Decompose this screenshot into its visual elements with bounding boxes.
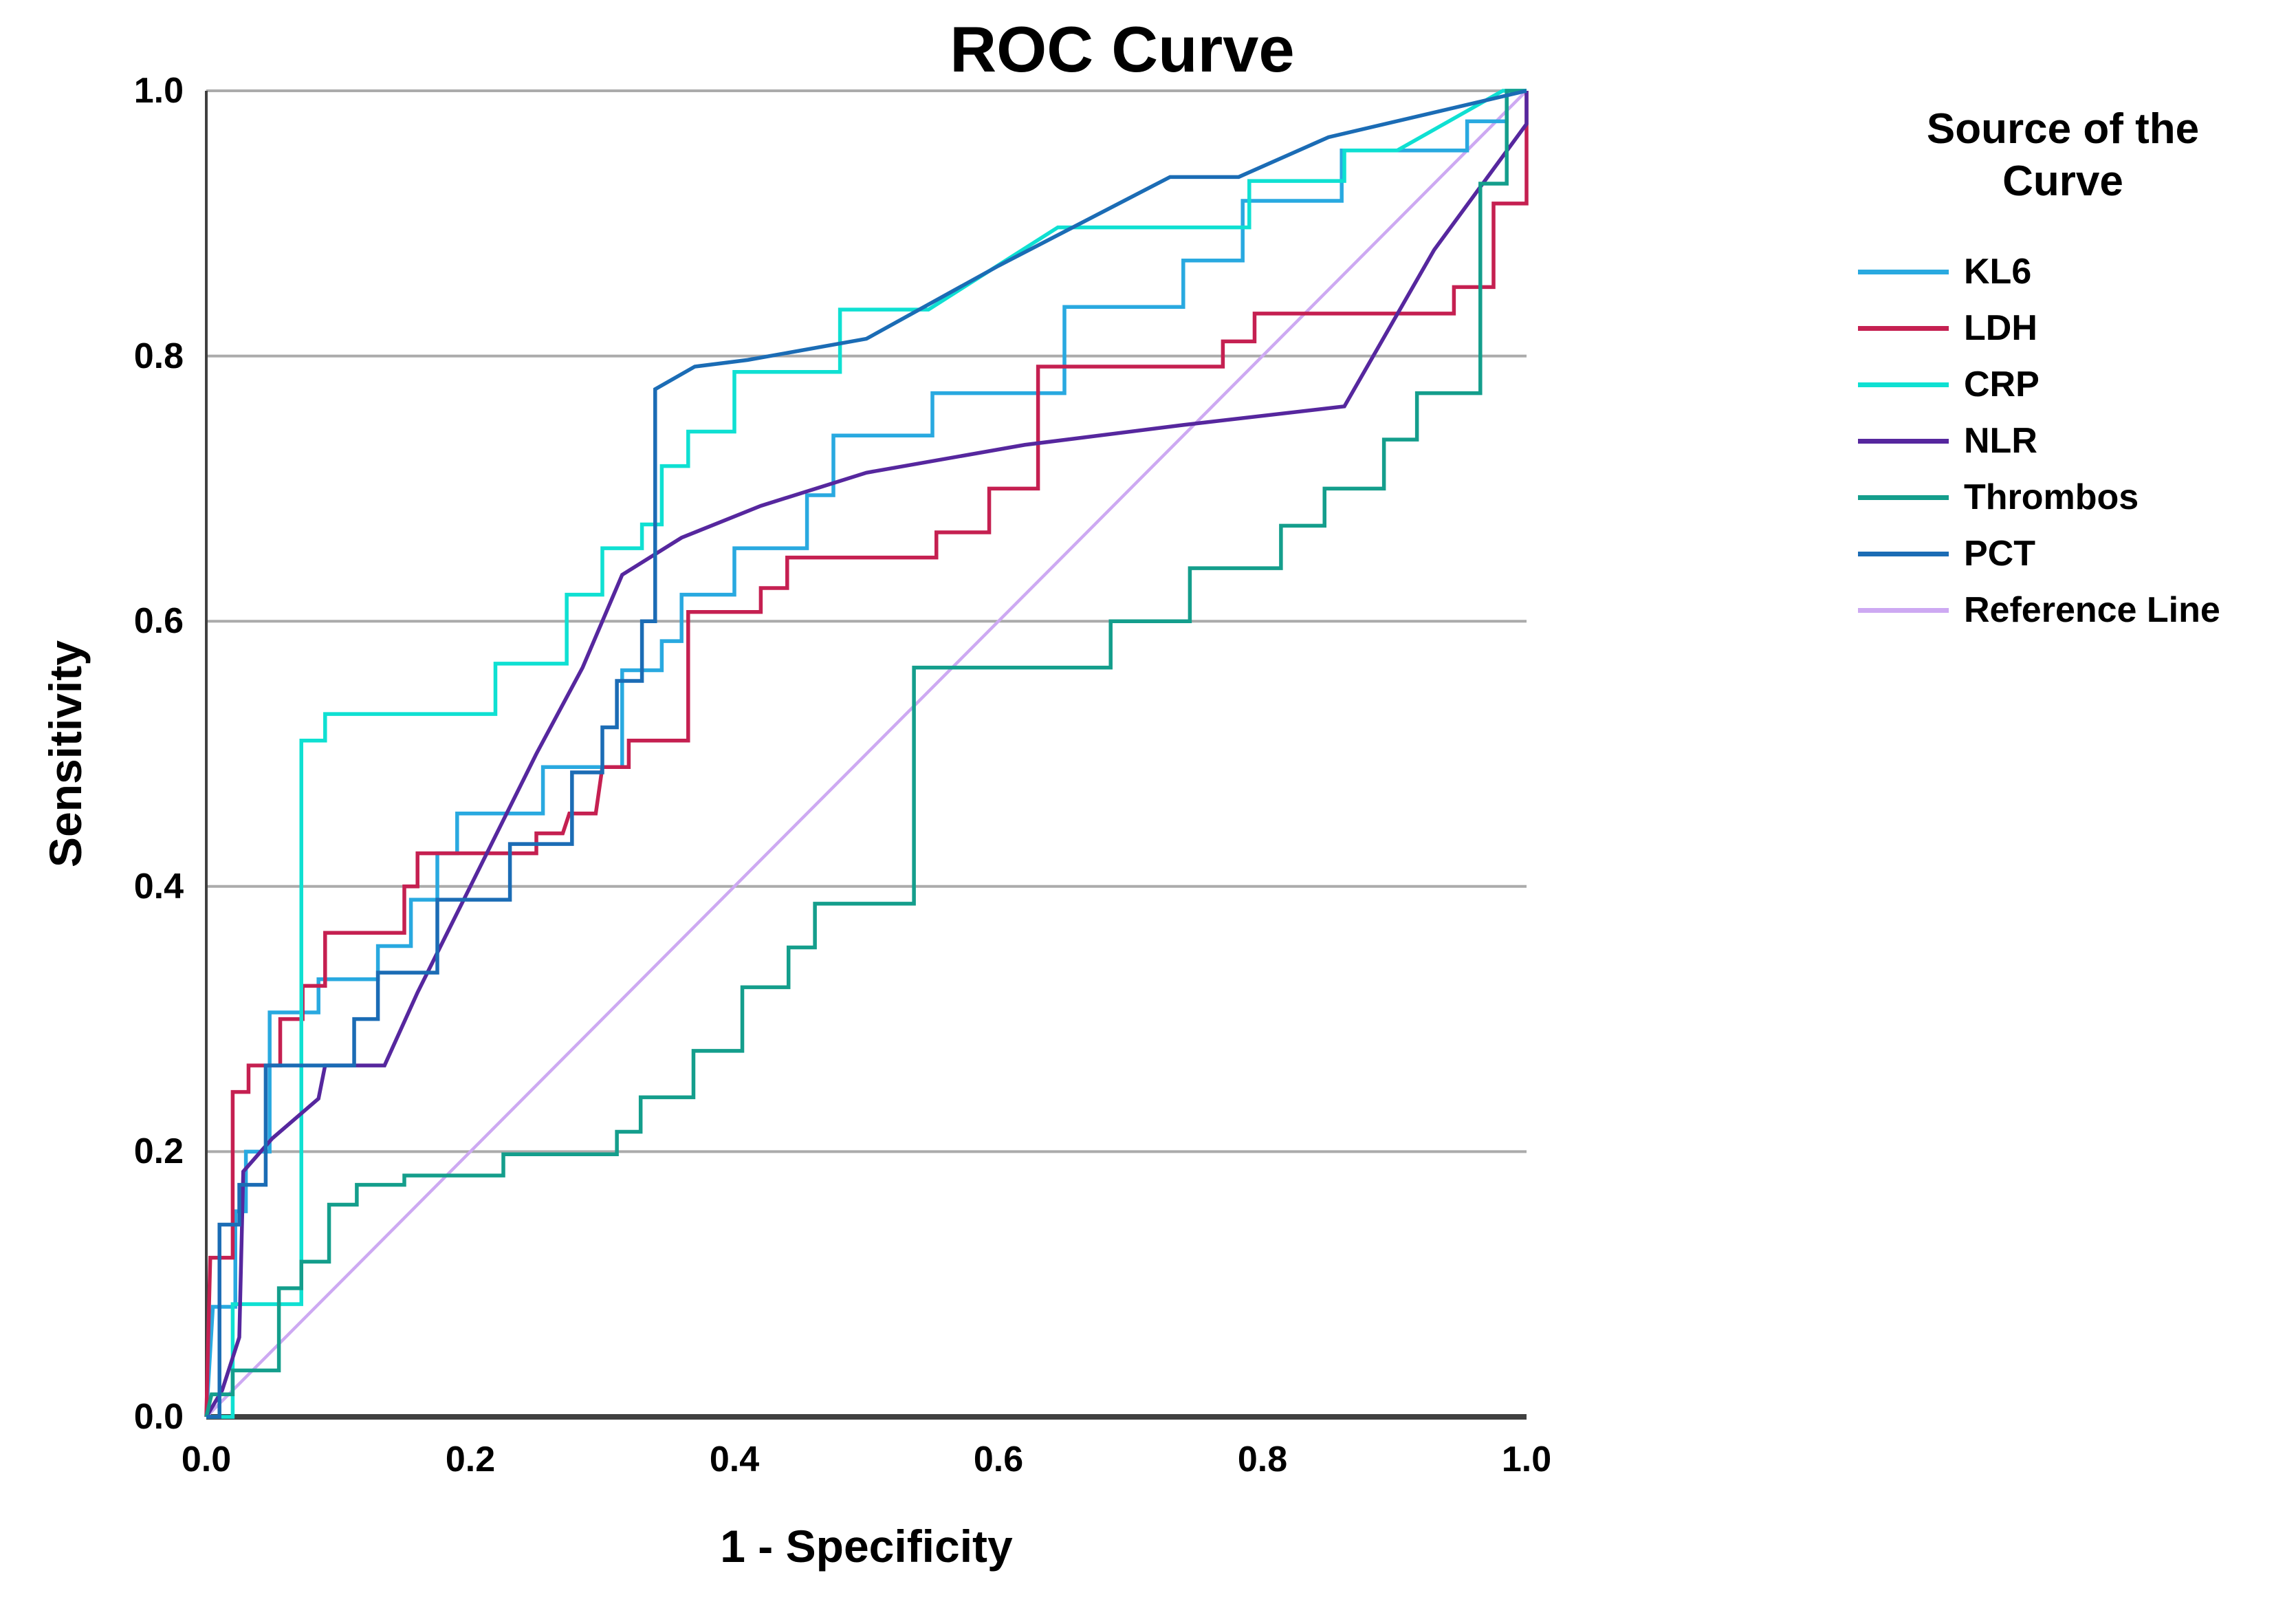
x-tick-0.8: 0.8 xyxy=(1237,1440,1288,1479)
legend-row-thrombos: Thrombos xyxy=(1858,469,2296,525)
legend-swatch-nlr xyxy=(1858,438,1949,444)
legend-row-pct: PCT xyxy=(1858,525,2296,582)
chart-title: ROC Curve xyxy=(950,13,1295,85)
curve-thrombos xyxy=(206,91,1527,1417)
curve-pct xyxy=(206,91,1527,1417)
legend-row-kl6: KL6 xyxy=(1858,243,2296,300)
y-tick-1.0: 1.0 xyxy=(133,71,184,111)
legend-swatch-thrombos xyxy=(1858,495,1949,500)
legend: Source of the Curve KL6 LDH CRP NLR Thrombos… xyxy=(1829,103,2296,638)
curve-nlr xyxy=(206,91,1527,1417)
y-tick-0.2: 0.2 xyxy=(133,1131,184,1171)
x-tick-0.2: 0.2 xyxy=(445,1440,496,1479)
x-axis-title: 1 - Specificity xyxy=(720,1521,1013,1572)
y-axis-title: Sensitivity xyxy=(40,640,91,868)
curve-crp xyxy=(206,91,1527,1417)
curve-ldh xyxy=(206,91,1527,1417)
legend-label-thrombos: Thrombos xyxy=(1964,477,2139,517)
legend-label-ldh: LDH xyxy=(1964,308,2037,348)
legend-label-reference-line: Reference Line xyxy=(1964,590,2220,630)
legend-title: Source of the Curve xyxy=(1829,103,2296,208)
x-tick-0.4: 0.4 xyxy=(709,1440,760,1479)
legend-row-ldh: LDH xyxy=(1858,300,2296,356)
legend-label-nlr: NLR xyxy=(1964,421,2037,461)
y-tick-0.4: 0.4 xyxy=(133,867,184,907)
legend-swatch-reference-line xyxy=(1858,607,1949,613)
legend-entries: KL6 LDH CRP NLR Thrombos PCT Reference Line xyxy=(1829,243,2296,638)
legend-label-crp: CRP xyxy=(1964,365,2040,404)
legend-swatch-ldh xyxy=(1858,325,1949,331)
legend-swatch-crp xyxy=(1858,382,1949,387)
legend-row-nlr: NLR xyxy=(1858,413,2296,469)
legend-label-kl6: KL6 xyxy=(1964,252,2032,292)
x-tick-0.0: 0.0 xyxy=(181,1440,232,1479)
plot-area xyxy=(206,91,1527,1417)
legend-row-crp: CRP xyxy=(1858,356,2296,413)
x-tick-1.0: 1.0 xyxy=(1501,1440,1552,1479)
y-tick-0.0: 0.0 xyxy=(133,1397,184,1437)
legend-title-line2: Curve xyxy=(2002,158,2123,205)
legend-label-pct: PCT xyxy=(1964,534,2035,574)
legend-title-line1: Source of the xyxy=(1926,105,2200,153)
x-tick-0.6: 0.6 xyxy=(973,1440,1024,1479)
legend-swatch-kl6 xyxy=(1858,269,1949,274)
curve-reference-line xyxy=(206,91,1527,1417)
legend-swatch-pct xyxy=(1858,551,1949,556)
y-tick-0.8: 0.8 xyxy=(133,336,184,376)
y-tick-0.6: 0.6 xyxy=(133,601,184,641)
legend-row-reference-line: Reference Line xyxy=(1858,582,2296,638)
